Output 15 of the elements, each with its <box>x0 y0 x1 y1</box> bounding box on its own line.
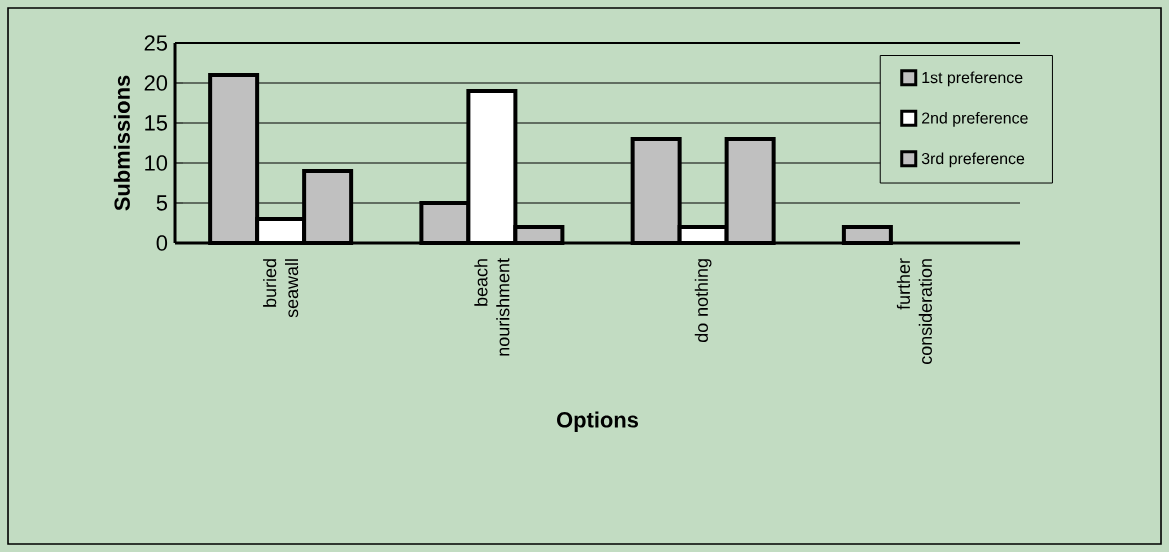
legend-label: 3rd preference <box>921 152 1025 168</box>
y-tick-label: 25 <box>144 35 168 51</box>
x-tick-label: further consideration <box>896 258 932 364</box>
legend-label: 2nd preference <box>922 111 1028 127</box>
y-tick-label: 0 <box>156 235 168 251</box>
x-tick-label: do nothing <box>694 259 712 343</box>
y-tick-label: 20 <box>144 75 168 91</box>
y-tick-label: 5 <box>156 195 168 211</box>
x-tick-label: beach nourishment <box>474 258 510 356</box>
x-tick-label: buried seawall <box>263 259 299 318</box>
y-tick-label: 10 <box>145 155 168 171</box>
y-axis-title: Submissions <box>113 75 130 211</box>
x-axis-title: Options <box>557 411 639 432</box>
legend-label: 1st preference <box>922 71 1023 87</box>
y-tick-label: 15 <box>145 115 168 131</box>
